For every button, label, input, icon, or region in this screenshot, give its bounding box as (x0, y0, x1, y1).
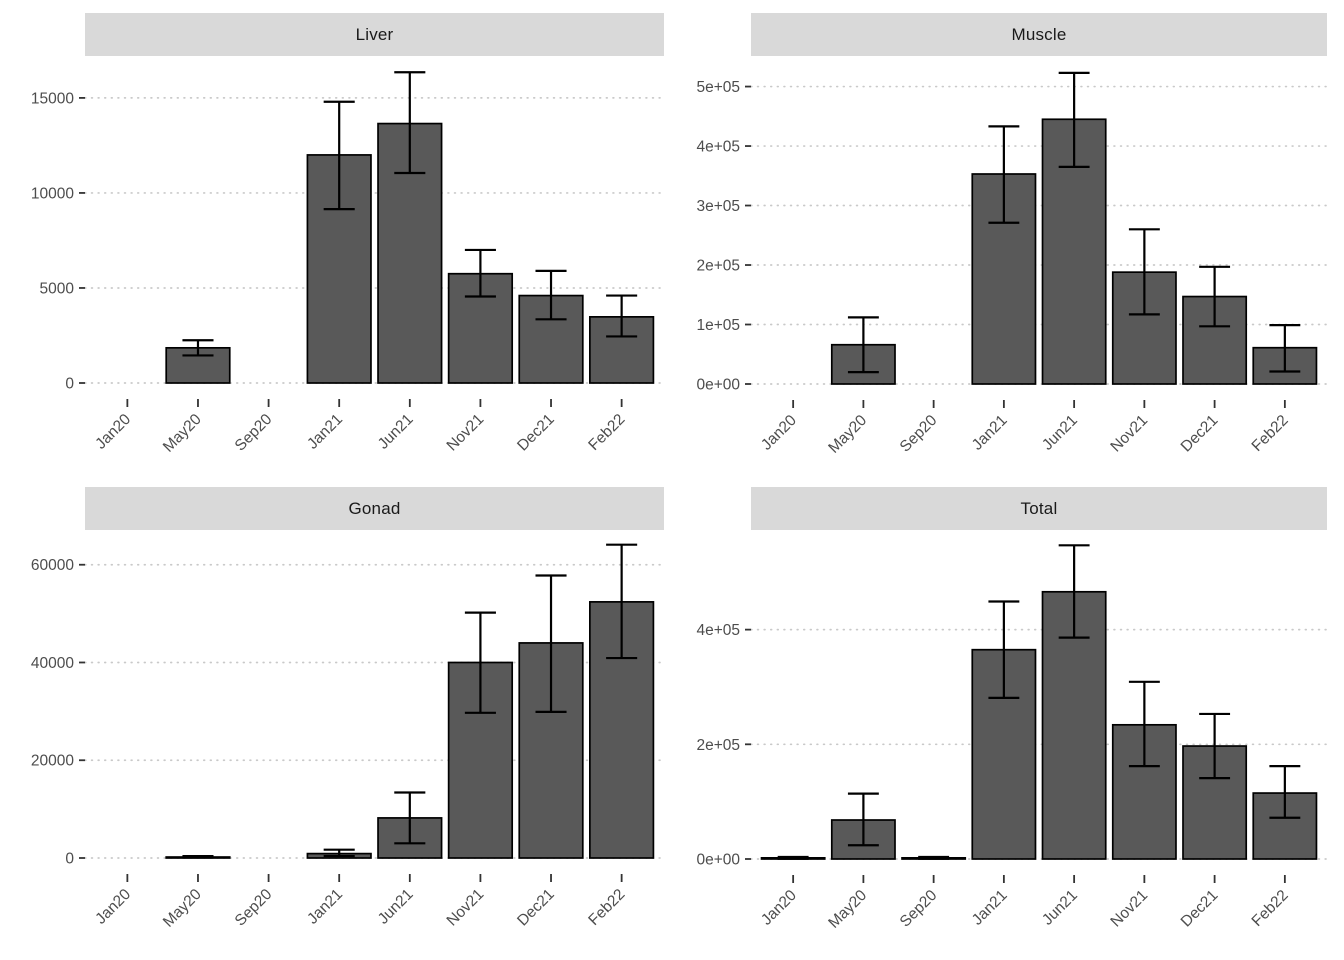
facet-liver: Liver 0 5000 10000 15000 Jan20 May20 Sep20 Jan2… (0, 0, 672, 480)
facet-gonad: Gonad 0 20000 40000 60000 Jan20 May20 Sep20 Jan… (0, 480, 672, 960)
plot-panel-total: 0e+00 2e+05 4e+05 Jan20 May20 Sep20 Jan21 Jun21… (696, 544, 1328, 932)
x-tick-label: Dec21 (514, 411, 558, 455)
facet-title: Gonad (348, 498, 401, 518)
facet-strip-muscle: Muscle (751, 13, 1327, 56)
x-tick-label: Jan20 (758, 412, 800, 454)
facet-strip-gonad: Gonad (85, 487, 664, 530)
x-tick-label: Jan21 (969, 887, 1011, 929)
y-tick-label: 3e+05 (696, 198, 740, 215)
y-tick-label: 10000 (31, 185, 74, 202)
x-tick-label: Feb22 (1249, 887, 1292, 930)
x-tick-label: May20 (160, 886, 205, 931)
facet-strip-liver: Liver (85, 13, 664, 56)
x-tick-label: Jun21 (375, 411, 417, 453)
x-tick-label: Jan20 (92, 411, 134, 453)
x-tick-label: Dec21 (1178, 887, 1222, 931)
x-tick-label: Jan20 (758, 887, 800, 929)
x-tick-label: Jan20 (92, 886, 134, 928)
y-tick-label: 0 (65, 376, 74, 393)
y-tick-label: 2e+05 (696, 258, 740, 275)
x-tick-label: Feb22 (585, 886, 628, 929)
x-tick-label: Feb22 (1249, 412, 1292, 455)
x-tick-label: Sep20 (897, 412, 941, 456)
x-tick-label: Nov21 (1107, 887, 1151, 931)
x-tick-label: Feb22 (585, 411, 628, 454)
x-tick-label: Nov21 (444, 886, 488, 930)
plot-panel-gonad: 0 20000 40000 60000 Jan20 May20 Sep20 Jan21 Jun2… (31, 543, 665, 931)
y-tick-label: 4e+05 (696, 622, 740, 639)
x-tick-label: Jun21 (1039, 412, 1081, 454)
facet-title: Liver (355, 24, 394, 44)
facet-strip-total: Total (751, 487, 1327, 530)
x-tick-label: Dec21 (514, 886, 558, 930)
facet-title: Muscle (1011, 24, 1067, 44)
plot-panel-muscle: 0e+00 1e+05 2e+05 3e+05 4e+05 5e+05 Jan20 May20… (696, 71, 1328, 457)
x-tick-label: Jun21 (1039, 887, 1081, 929)
y-tick-label: 0e+00 (696, 852, 740, 869)
x-tick-label: Jun21 (375, 886, 417, 928)
y-tick-label: 2e+05 (696, 737, 740, 754)
x-tick-label: Jan21 (304, 886, 346, 928)
facet-muscle: Muscle 0e+00 1e+05 2e+05 3e+05 4e+05 5e+05 Jan… (672, 0, 1344, 480)
x-tick-label: Dec21 (1178, 412, 1222, 456)
y-tick-label: 5e+05 (696, 79, 740, 96)
y-tick-label: 40000 (31, 655, 74, 672)
y-tick-label: 20000 (31, 753, 74, 770)
x-tick-label: Nov21 (1107, 412, 1151, 456)
facet-total: Total 0e+00 2e+05 4e+05 Jan20 May20 Sep20 Jan2… (672, 480, 1344, 960)
y-tick-label: 60000 (31, 557, 74, 574)
x-tick-label: Jan21 (304, 411, 346, 453)
y-tick-label: 0e+00 (696, 377, 740, 394)
y-tick-label: 5000 (40, 280, 75, 297)
y-tick-label: 0 (65, 851, 74, 868)
x-tick-label: Jan21 (969, 412, 1011, 454)
x-tick-label: May20 (825, 887, 870, 932)
x-tick-label: Nov21 (444, 411, 488, 455)
y-tick-label: 15000 (31, 90, 74, 107)
facet-title: Total (1020, 498, 1058, 518)
x-tick-label: May20 (160, 411, 205, 456)
x-tick-label: Sep20 (232, 886, 276, 930)
y-tick-label: 4e+05 (696, 139, 740, 156)
x-tick-label: Sep20 (232, 411, 276, 455)
x-tick-label: Sep20 (897, 887, 941, 931)
x-tick-label: May20 (825, 412, 870, 457)
y-tick-label: 1e+05 (696, 317, 740, 334)
plot-panel-liver: 0 5000 10000 15000 Jan20 May20 Sep20 Jan21 Jun21… (31, 71, 665, 456)
